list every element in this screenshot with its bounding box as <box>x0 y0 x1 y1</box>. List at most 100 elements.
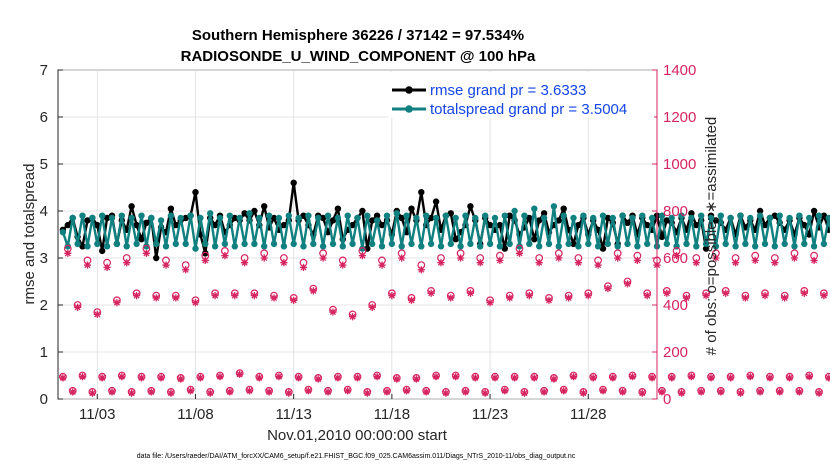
totalspread-point <box>84 243 90 249</box>
obs-assimilated-point <box>393 375 400 382</box>
totalspread-point <box>541 215 547 221</box>
totalspread-point <box>590 215 596 221</box>
totalspread-point <box>649 215 655 221</box>
obs-assimilated-point <box>619 388 626 395</box>
totalspread-point <box>811 243 817 249</box>
totalspread-point <box>693 243 699 249</box>
right-tick-label-5: 1000 <box>663 156 696 173</box>
legend-marker-rmse <box>405 86 413 94</box>
obs-assimilated-point <box>192 299 199 306</box>
obs-assimilated-point <box>786 374 793 381</box>
chart-title: Southern Hemisphere 36226 / 37142 = 97.5… <box>192 27 524 44</box>
right-tick-label-0: 0 <box>663 391 671 408</box>
totalspread-point <box>418 243 424 249</box>
obs-assimilated-point <box>344 387 351 394</box>
totalspread-point <box>148 215 154 221</box>
totalspread-point <box>379 243 385 249</box>
rmse-point <box>408 206 414 212</box>
totalspread-point <box>507 241 513 247</box>
obs-assimilated-point <box>801 290 808 297</box>
obs-assimilated-point <box>609 374 616 381</box>
totalspread-point <box>104 243 110 249</box>
totalspread-point <box>502 213 508 219</box>
totalspread-point <box>526 241 532 247</box>
totalspread-point <box>752 243 758 249</box>
obs-assimilated-point <box>540 388 547 395</box>
totalspread-point <box>138 213 144 219</box>
obs-assimilated-point <box>162 261 169 268</box>
right-tick-label-6: 1200 <box>663 109 696 126</box>
obs-assimilated-point <box>516 250 523 257</box>
totalspread-point <box>310 241 316 247</box>
obs-assimilated-point <box>604 285 611 292</box>
obs-assimilated-point <box>290 297 297 304</box>
totalspread-point <box>153 241 159 247</box>
totalspread-point <box>79 213 85 219</box>
totalspread-point <box>737 213 743 219</box>
obs-assimilated-point <box>256 374 263 381</box>
totalspread-point <box>241 241 247 247</box>
obs-assimilated-point <box>521 390 528 397</box>
obs-assimilated-point <box>771 259 778 266</box>
totalspread-point <box>462 213 468 219</box>
totalspread-point <box>60 229 66 235</box>
obs-assimilated-point <box>280 259 287 266</box>
obs-assimilated-point <box>639 390 646 397</box>
totalspread-point <box>291 241 297 247</box>
obs-assimilated-point <box>555 254 562 261</box>
y-tick-label-6: 6 <box>40 109 48 126</box>
obs-assimilated-point <box>315 375 322 382</box>
totalspread-point <box>443 213 449 219</box>
totalspread-point <box>163 243 169 249</box>
obs-assimilated-point <box>374 373 381 380</box>
obs-assimilated-point <box>752 257 759 264</box>
obs-assimilated-point <box>236 371 243 378</box>
totalspread-point <box>374 217 380 223</box>
totalspread-point <box>192 245 198 251</box>
obs-assimilated-point <box>158 374 165 381</box>
totalspread-point <box>133 241 139 247</box>
totalspread-point <box>124 243 130 249</box>
obs-assimilated-point <box>501 387 508 394</box>
obs-assimilated-point <box>207 390 214 397</box>
totalspread-point <box>615 243 621 249</box>
obs-assimilated-point <box>766 374 773 381</box>
obs-assimilated-point <box>285 390 292 397</box>
totalspread-point <box>629 215 635 221</box>
totalspread-point <box>639 213 645 219</box>
obs-assimilated-point <box>295 374 302 381</box>
obs-assimilated-point <box>447 294 454 301</box>
rmse-point <box>168 206 174 212</box>
obs-assimilated-point <box>94 311 101 318</box>
obs-assimilated-point <box>133 292 140 299</box>
obs-assimilated-point <box>442 390 449 397</box>
totalspread-point <box>536 243 542 249</box>
rmse-point <box>433 198 439 204</box>
obs-assimilated-point <box>378 261 385 268</box>
footer-datafile: data file: /Users/raeder/DAI/ATM_forcXX/… <box>137 453 576 460</box>
obs-assimilated-point <box>560 387 567 394</box>
totalspread-point <box>364 213 370 219</box>
obs-assimilated-point <box>614 254 621 261</box>
obs-assimilated-point <box>320 254 327 261</box>
obs-assimilated-point <box>570 373 577 380</box>
totalspread-point <box>585 241 591 247</box>
totalspread-point <box>487 241 493 247</box>
right-tick-label-3: 600 <box>663 250 688 267</box>
totalspread-point <box>727 215 733 221</box>
x-tick-label-2: 11/13 <box>275 406 311 423</box>
totalspread-point <box>772 243 778 249</box>
rmse-point <box>467 203 473 209</box>
obs-assimilated-point <box>197 374 204 381</box>
totalspread-point <box>816 213 822 219</box>
totalspread-point <box>119 213 125 219</box>
totalspread-point <box>497 243 503 249</box>
totalspread-point <box>246 210 252 216</box>
obs-assimilated-point <box>266 388 273 395</box>
obs-assimilated-point <box>167 390 174 397</box>
totalspread-point <box>202 241 208 247</box>
obs-assimilated-point <box>531 374 538 381</box>
obs-assimilated-point <box>467 290 474 297</box>
obs-assimilated-point <box>300 264 307 271</box>
